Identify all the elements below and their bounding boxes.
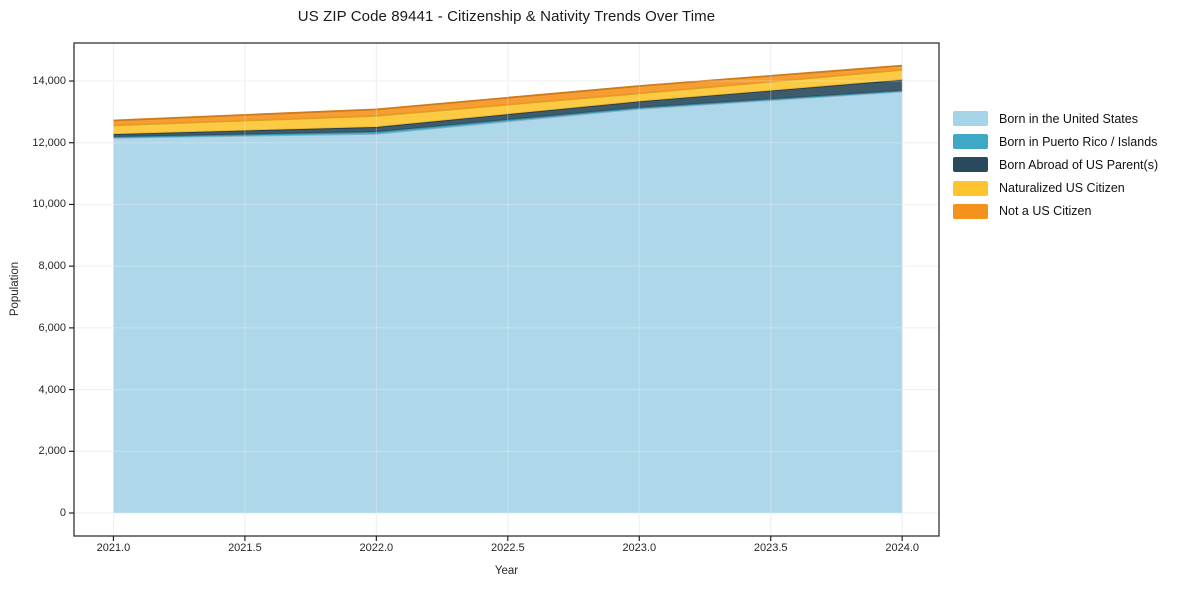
- y-tick-label: 12,000: [32, 136, 66, 149]
- legend-label: Not a US Citizen: [999, 204, 1092, 219]
- y-tick-label: 6,000: [38, 321, 66, 334]
- legend-swatch-icon: [953, 157, 988, 173]
- legend-label: Born in Puerto Rico / Islands: [999, 134, 1158, 149]
- y-tick-label: 2,000: [38, 445, 66, 458]
- legend-item: Born Abroad of US Parent(s): [953, 153, 1158, 176]
- x-axis-label: Year: [494, 565, 519, 577]
- legend-label: Naturalized US Citizen: [999, 181, 1125, 196]
- legend-swatch-icon: [953, 134, 988, 150]
- legend-item: Born in Puerto Rico / Islands: [953, 130, 1158, 153]
- x-tick-label: 2021.0: [96, 542, 131, 554]
- y-tick-label: 10,000: [32, 198, 66, 211]
- legend-item: Not a US Citizen: [953, 200, 1158, 223]
- x-tick-label: 2023.5: [753, 542, 788, 554]
- legend-label: Born in the United States: [999, 111, 1138, 126]
- y-tick-label: 8,000: [38, 260, 66, 273]
- legend-swatch-icon: [953, 203, 988, 219]
- area-series-4: [113, 65, 903, 126]
- chart-title: US ZIP Code 89441 - Citizenship & Nativi…: [297, 8, 716, 25]
- x-tick-label: 2023.0: [622, 542, 657, 554]
- y-tick-label: 4,000: [38, 383, 66, 396]
- legend-item: Naturalized US Citizen: [953, 177, 1158, 200]
- legend-swatch-icon: [953, 180, 988, 196]
- legend-swatch-icon: [953, 111, 988, 127]
- x-tick-label: 2021.5: [228, 542, 262, 554]
- y-tick-label: 0: [59, 507, 66, 519]
- plot-border: [73, 42, 940, 537]
- x-tick-label: 2022.0: [359, 542, 394, 554]
- area-series-3: [113, 69, 903, 135]
- x-tick-label: 2022.5: [490, 542, 525, 554]
- y-axis-label: Population: [9, 261, 21, 317]
- legend-item: Born in the United States: [953, 107, 1158, 130]
- y-tick-label: 14,000: [32, 75, 66, 88]
- legend-label: Born Abroad of US Parent(s): [999, 157, 1159, 172]
- x-tick-label: 2024.0: [885, 542, 920, 554]
- legend: Born in the United States Born in Puerto …: [953, 107, 1158, 223]
- area-series-0: [113, 91, 903, 513]
- area-series-4-edge: [113, 64, 903, 122]
